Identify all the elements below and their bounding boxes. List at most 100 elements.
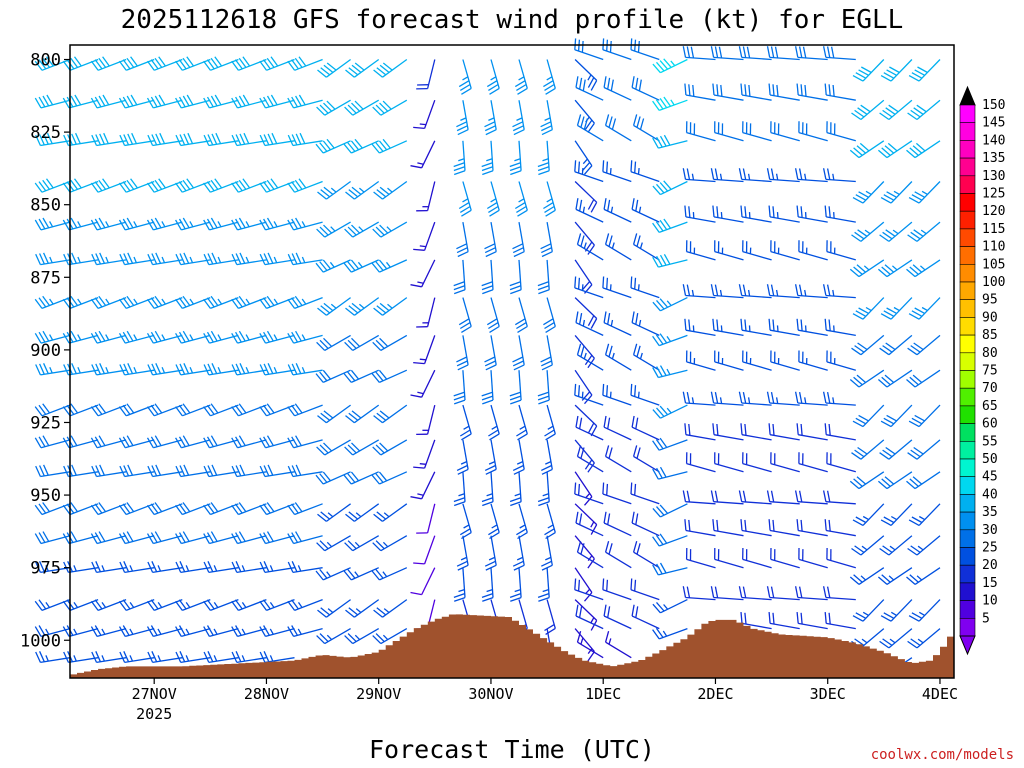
barb-feather	[238, 295, 247, 306]
barb-feather	[376, 67, 387, 76]
barb-shaft	[574, 439, 595, 464]
barb-feather	[690, 46, 695, 59]
wind-barb	[488, 404, 500, 441]
barb-feather	[315, 570, 324, 581]
barb-half-feather	[458, 158, 465, 162]
barb-feather	[90, 97, 98, 109]
barb-shaft	[180, 657, 211, 664]
barb-feather	[102, 56, 110, 67]
barb-shaft	[918, 404, 941, 428]
barb-shaft	[630, 493, 660, 505]
wind-barb	[371, 471, 408, 485]
barb-shaft	[886, 567, 913, 585]
wind-barb	[456, 100, 469, 136]
barb-feather	[512, 125, 524, 132]
barb-feather	[509, 162, 521, 168]
barb-feather	[852, 519, 864, 526]
credit-link[interactable]: coolwx.com/models	[871, 747, 1014, 763]
barb-feather	[242, 178, 251, 189]
barb-feather	[906, 480, 916, 490]
barb-feather	[375, 473, 384, 483]
barb-feather	[738, 284, 743, 296]
barb-feather	[742, 284, 747, 296]
barb-feather	[877, 480, 888, 490]
barb-feather	[512, 360, 524, 367]
wind-barb	[34, 598, 71, 612]
barb-feather	[828, 84, 831, 96]
barb-feather	[146, 533, 154, 544]
barb-feather	[858, 307, 869, 314]
barb-half-feather	[804, 397, 807, 404]
barb-feather	[38, 503, 47, 514]
barb-feather	[375, 568, 384, 579]
barb-half-feather	[611, 242, 615, 249]
wind-barb	[714, 240, 744, 261]
barb-feather	[772, 319, 775, 331]
barb-feather	[118, 60, 127, 71]
barb-shaft	[602, 171, 632, 183]
barb-feather	[175, 504, 183, 515]
barb-feather	[94, 599, 103, 610]
barb-feather	[849, 268, 860, 278]
barb-feather	[652, 335, 660, 346]
barb-feather	[123, 465, 130, 477]
barb-half-feather	[326, 541, 333, 548]
wind-barb	[231, 363, 267, 376]
barb-feather	[203, 60, 211, 71]
barb-feather	[545, 325, 556, 333]
barb-half-feather	[77, 256, 81, 263]
barb-feather	[517, 209, 528, 217]
barb-feather	[652, 536, 660, 547]
barb-feather	[860, 66, 872, 74]
barb-half-feather	[637, 284, 640, 291]
barb-shaft	[180, 369, 211, 376]
wind-barb	[537, 140, 550, 176]
barb-feather	[456, 560, 468, 567]
barb-feather	[575, 311, 579, 323]
barb-feather	[488, 322, 499, 330]
barb-shaft	[798, 529, 828, 537]
wind-barb	[710, 391, 744, 406]
barb-feather	[259, 182, 268, 193]
barb-feather	[343, 570, 352, 581]
barb-feather	[768, 519, 771, 531]
barb-feather	[541, 364, 553, 371]
barb-shaft	[322, 471, 351, 485]
colorbar-bin	[959, 246, 976, 265]
barb-feather	[122, 532, 130, 543]
barb-feather	[175, 219, 182, 231]
barb-feather	[538, 501, 550, 507]
wind-barb	[231, 178, 267, 193]
barb-feather	[90, 182, 99, 193]
barb-feather	[516, 528, 527, 536]
barb-feather	[320, 305, 331, 314]
barb-feather	[716, 319, 719, 331]
barb-shaft	[918, 503, 941, 526]
wind-barb	[880, 404, 913, 428]
barb-feather	[909, 147, 919, 156]
barb-feather	[886, 307, 897, 314]
barb-feather	[376, 412, 387, 421]
barb-feather	[826, 46, 831, 58]
barb-feather	[822, 586, 827, 598]
barb-feather	[716, 423, 719, 436]
barb-half-feather	[514, 158, 521, 162]
barb-feather	[323, 410, 334, 419]
barb-feather	[203, 600, 211, 611]
barb-shaft	[603, 208, 632, 223]
barb-feather	[578, 513, 583, 525]
barb-half-feather	[213, 602, 219, 608]
wind-barb	[631, 311, 660, 336]
wind-barb	[685, 121, 716, 142]
barb-feather	[537, 395, 550, 401]
barb-feather	[259, 298, 268, 309]
barb-feather	[378, 471, 388, 482]
barb-feather	[379, 442, 389, 452]
wind-barb	[604, 445, 632, 473]
wind-barb	[540, 221, 553, 258]
barb-shaft	[546, 221, 553, 252]
barb-feather	[710, 284, 715, 296]
barb-half-feather	[580, 638, 584, 645]
barb-feather	[90, 533, 98, 544]
wind-barb	[852, 181, 885, 204]
